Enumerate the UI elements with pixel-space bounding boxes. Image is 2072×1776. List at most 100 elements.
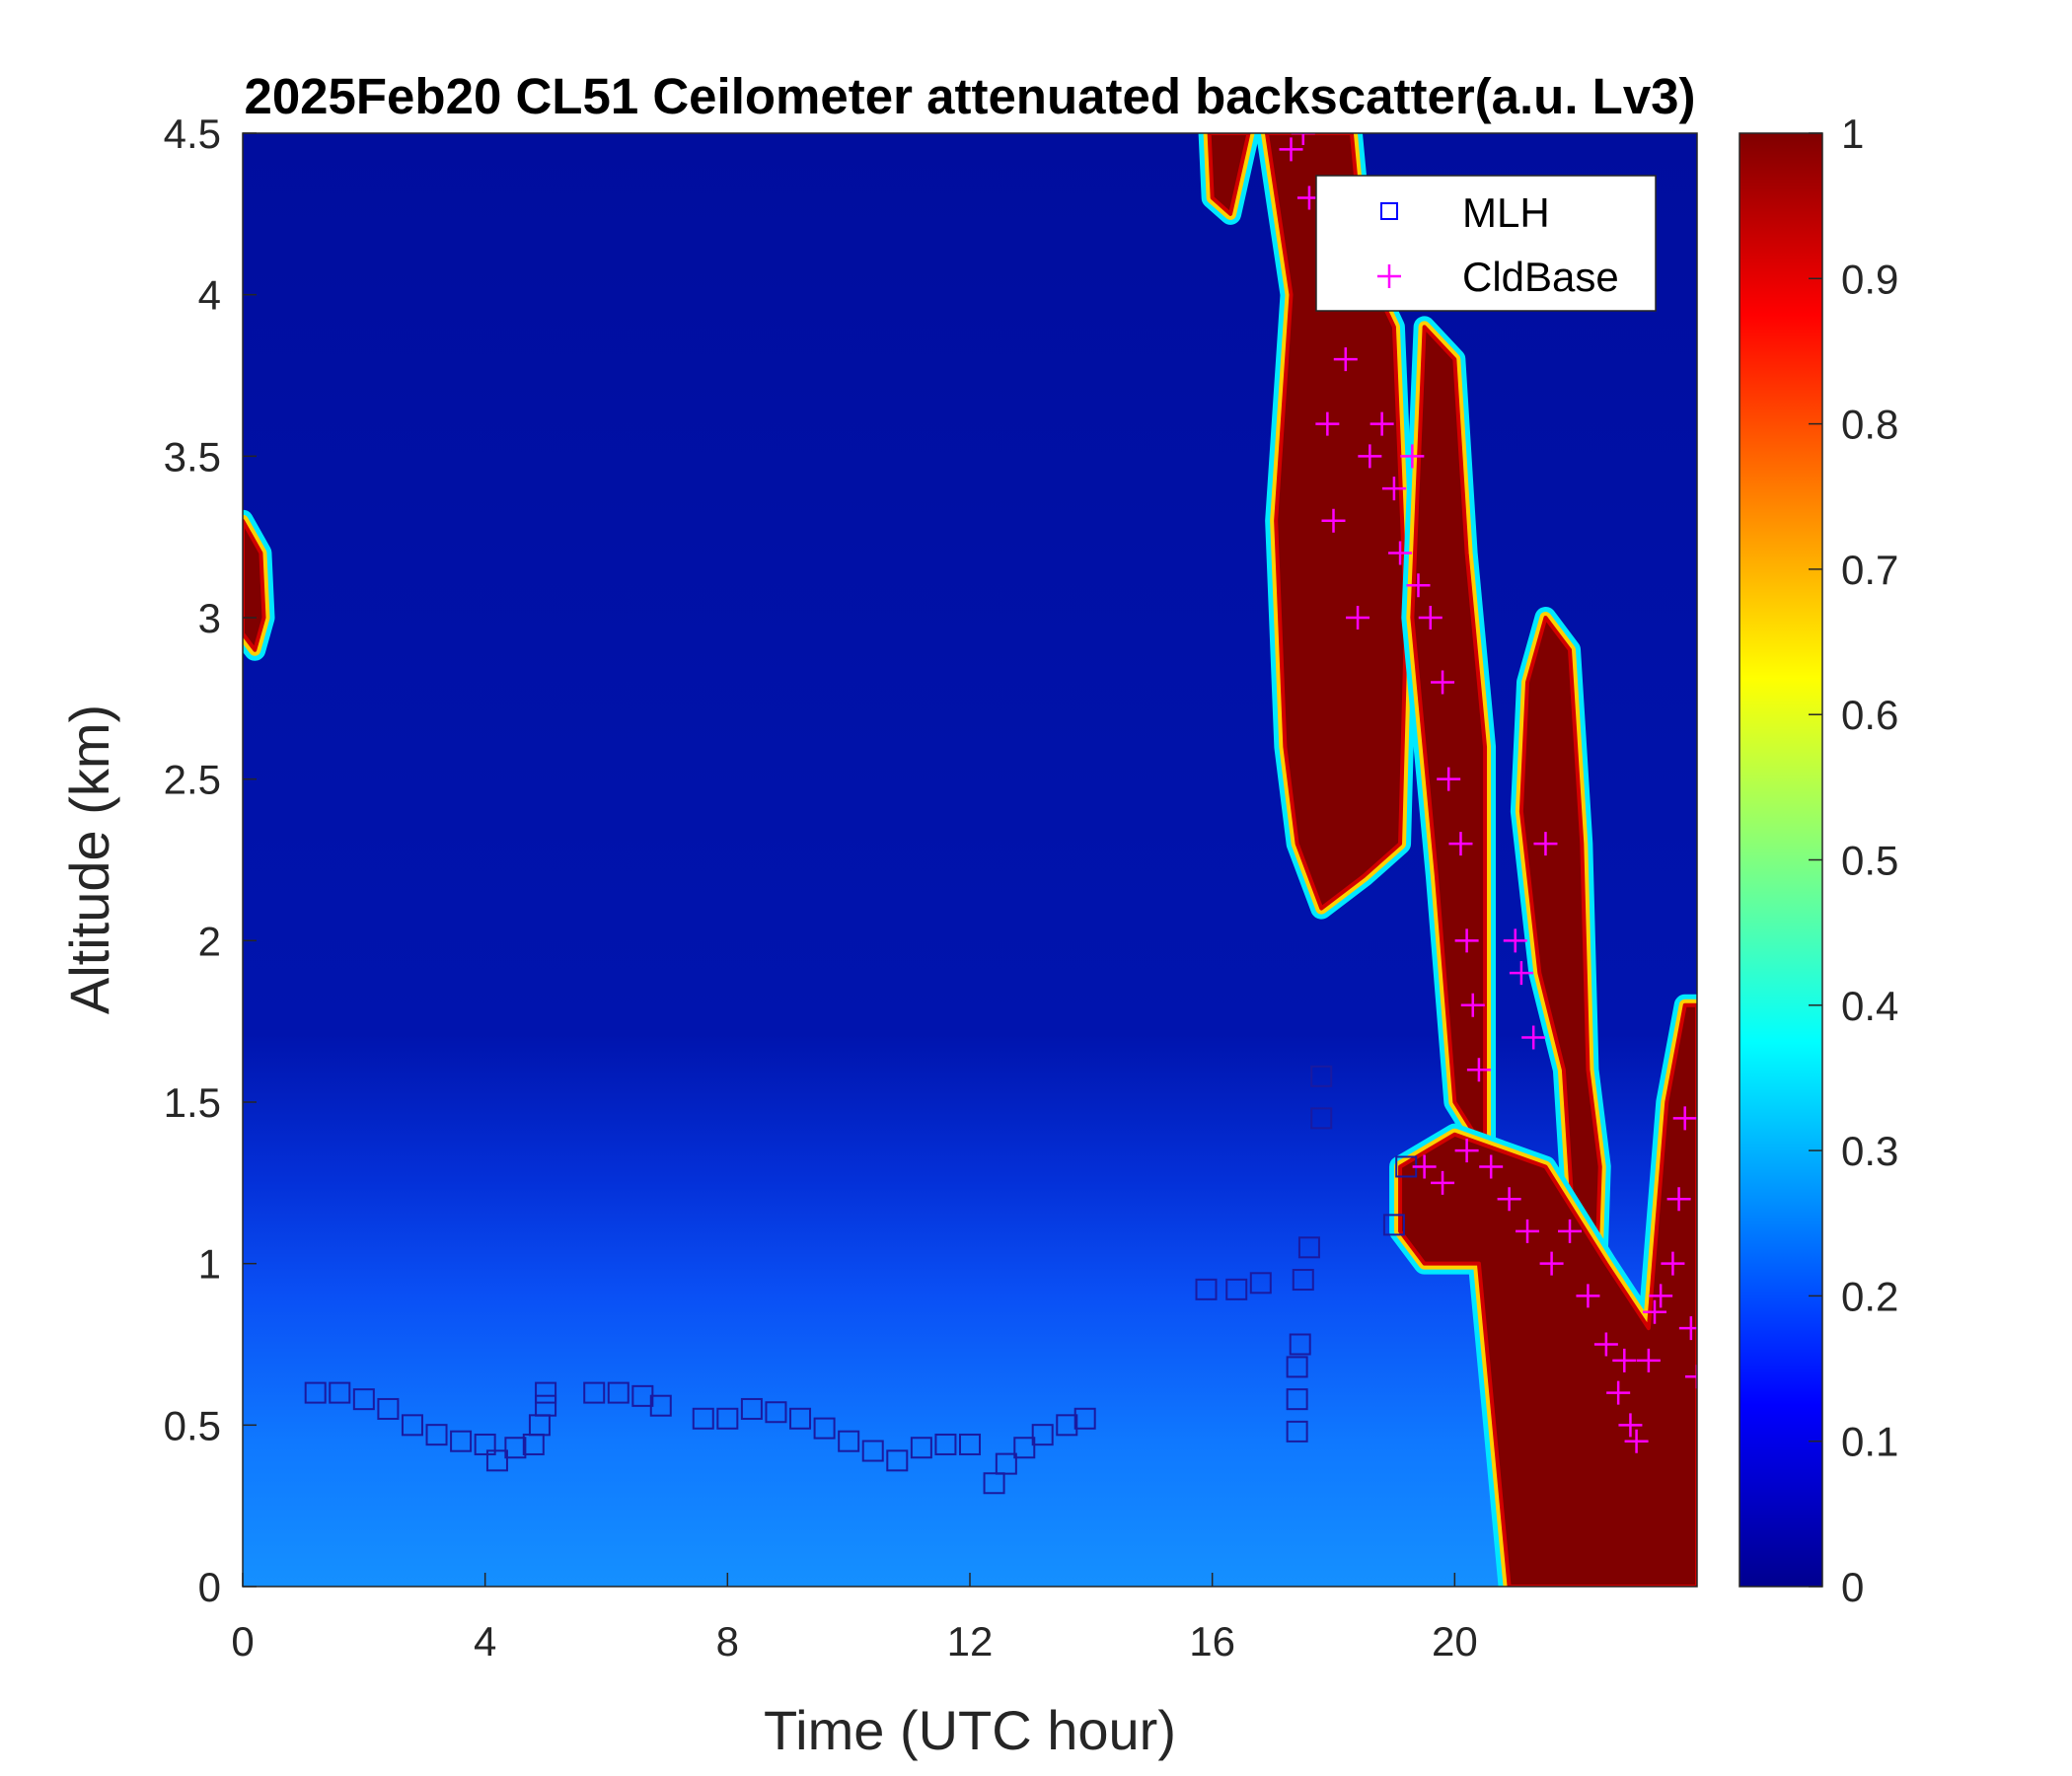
cldbase-point [1558,1219,1583,1243]
y-tick-label: 2.5 [164,757,221,803]
cldbase-point [1315,411,1340,436]
cldbase-point [1369,411,1394,436]
colorbar-tick-label: 0.8 [1841,402,1898,448]
y-axis: 0 0.5 1 1.5 2 2.5 3 3.5 4 4.5 [164,111,257,1610]
cloud-region [1207,133,1251,216]
cldbase-point [1678,1316,1697,1341]
cldbase-point [1576,1284,1600,1308]
mlh-point [304,1381,327,1404]
mlh-point [535,1394,557,1417]
x-tick-label: 20 [1432,1618,1478,1665]
cldbase-point [1521,1025,1546,1050]
cldbase-point [1388,541,1413,565]
mlh-point [1310,1107,1333,1130]
cldbase-point [1466,1058,1491,1082]
y-tick-label: 0.5 [164,1402,221,1448]
legend-cldbase-marker [1377,264,1401,288]
colorbar-ticks: 0 0.1 0.2 0.3 0.4 0.5 0.6 0.7 0.8 0.9 1 [1809,111,1898,1610]
cldbase-point [1666,1187,1691,1212]
mlh-point [1289,1333,1311,1356]
mlh-point [1013,1437,1036,1459]
x-axis-label: Time (UTC hour) [764,1699,1176,1761]
mlh-point [425,1424,448,1446]
mlh-point [377,1397,400,1420]
mlh-point [401,1414,423,1437]
colorbar-tick-label: 0 [1841,1564,1864,1610]
mlh-point [1310,1065,1333,1087]
colorbar-tick-label: 0.7 [1841,547,1898,593]
mlh-point [1073,1407,1096,1430]
cldbase-point [1661,1251,1685,1276]
mlh-point [535,1381,557,1404]
mlh-point [813,1417,836,1440]
y-tick-label: 2 [198,918,221,964]
mlh-point [1292,1269,1314,1292]
cldbase-point [1612,1348,1637,1372]
cldbase-point [1333,347,1358,372]
mlh-markers [304,1065,1418,1495]
colorbar-tick-label: 0.1 [1841,1419,1898,1465]
x-tick-label: 4 [474,1618,496,1665]
legend-cldbase-label: CldBase [1462,254,1619,300]
cldbase-point [1454,928,1479,953]
cldbase-point [1503,928,1527,953]
colorbar-tick-label: 0.4 [1841,983,1898,1029]
y-tick-label: 3 [198,595,221,641]
mlh-point [838,1430,860,1452]
cldbase-point [1448,832,1473,856]
legend: MLH CldBase [1315,175,1657,312]
x-tick-label: 0 [231,1618,254,1665]
legend-box [1315,175,1657,312]
mlh-point [1225,1278,1248,1300]
y-tick-label: 4 [198,272,221,319]
cldbase-point [1321,508,1346,533]
mlh-point [1382,1214,1405,1236]
mlh-point [692,1407,714,1430]
mlh-point [959,1433,981,1455]
y-tick-label: 3.5 [164,433,221,480]
cldbase-point [1643,1299,1667,1324]
mlh-point [1286,1388,1308,1411]
cldbase-point [1454,1139,1479,1163]
mlh-point [886,1449,909,1472]
mlh-point [450,1430,473,1452]
cldbase-point [1672,1106,1697,1131]
cldbase-point [1437,767,1461,791]
cldbase-point [1279,137,1303,162]
cldbase-point [1497,1187,1521,1212]
plot-area [243,133,1697,1587]
mlh-point [504,1437,527,1459]
cldbase-point [1618,1413,1643,1438]
cldbase-point [1431,1170,1455,1195]
mlh-point [607,1381,629,1404]
cldbase-point [1406,573,1431,598]
cldbase-point [1533,832,1558,856]
colorbar-tick-label: 0.2 [1841,1273,1898,1319]
x-axis: 0 4 8 12 16 20 [231,1573,1478,1665]
cldbase-point [1606,1380,1631,1405]
mlh-point [352,1388,375,1411]
colorbar-tick-label: 1 [1841,111,1864,157]
y-tick-label: 1.5 [164,1079,221,1126]
mlh-point [1031,1424,1054,1446]
cldbase-point [1358,444,1382,469]
legend-mlh-marker [1380,202,1398,220]
y-tick-label: 0 [198,1564,221,1610]
mlh-point [1297,1236,1320,1259]
mlh-point [1056,1414,1078,1437]
x-tick-label: 12 [947,1618,994,1665]
mlh-point [995,1452,1017,1475]
cldbase-point [1460,993,1485,1017]
colorbar-tick-label: 0.6 [1841,692,1898,738]
colorbar-tick-label: 0.3 [1841,1128,1898,1174]
cldbase-point [1649,1284,1673,1308]
cldbase-point [1418,606,1443,629]
colorbar-tick-label: 0.9 [1841,256,1898,302]
mlh-point [789,1407,812,1430]
mlh-point [740,1397,763,1420]
colorbar-tick-label: 0.5 [1841,838,1898,884]
cldbase-point [1516,1219,1540,1243]
mlh-point [1286,1420,1308,1443]
chart-title: 2025Feb20 CL51 Ceilometer attenuated bac… [244,68,1695,124]
y-tick-label: 4.5 [164,111,221,157]
